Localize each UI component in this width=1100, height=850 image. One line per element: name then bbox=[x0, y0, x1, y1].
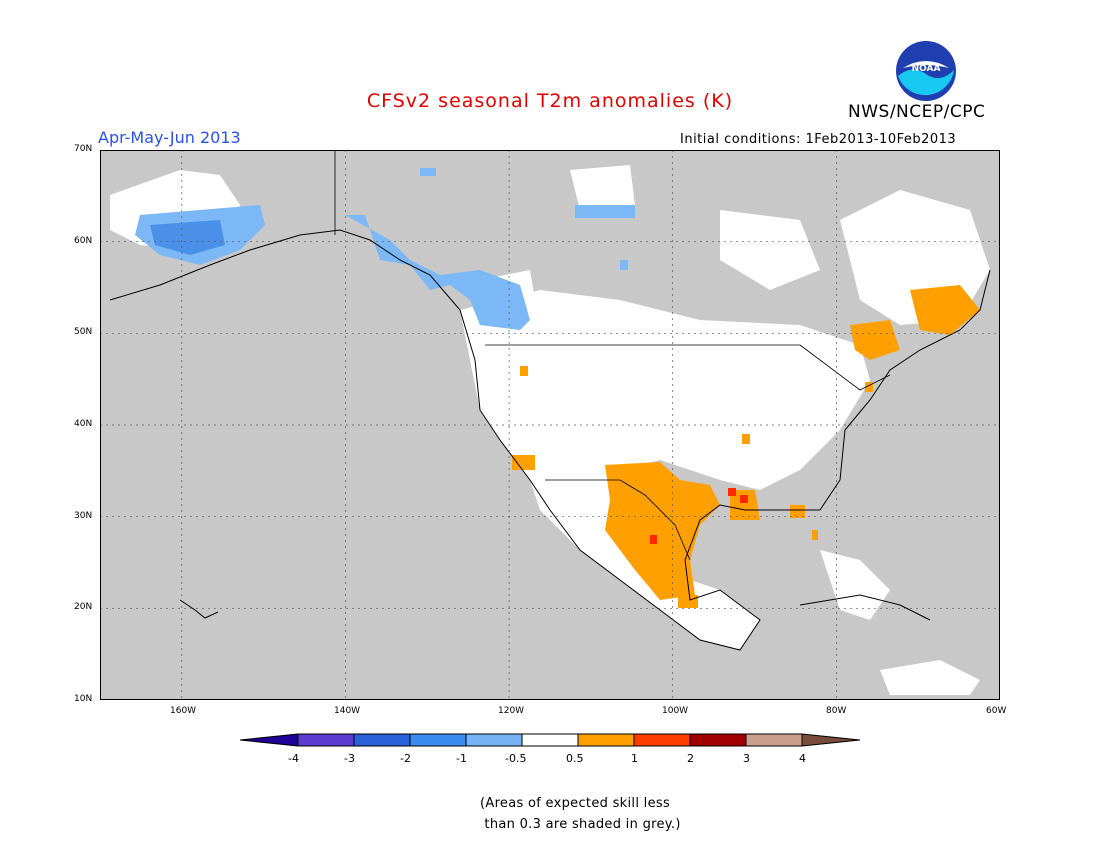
colorbar-swatch bbox=[298, 734, 354, 746]
logo-text: NOAA bbox=[912, 64, 941, 74]
noaa-logo-icon: NOAA bbox=[896, 41, 956, 101]
colorbar-label: 3 bbox=[743, 752, 750, 765]
warm-anomaly-regions bbox=[512, 285, 980, 608]
colorbar-swatch bbox=[634, 734, 690, 746]
colorbar-swatch bbox=[746, 734, 802, 746]
colorbar-label: 4 bbox=[799, 752, 806, 765]
lat-label: 10N bbox=[74, 694, 93, 704]
lon-label: 140W bbox=[334, 706, 361, 716]
agency-label: NWS/NCEP/CPC bbox=[848, 102, 986, 122]
colorbar-label: -4 bbox=[288, 752, 299, 765]
colorbar-label: 1 bbox=[631, 752, 638, 765]
lat-label: 70N bbox=[74, 144, 93, 154]
initial-conditions: Initial conditions: 1Feb2013-10Feb2013 bbox=[680, 132, 957, 147]
political-borders bbox=[334, 150, 891, 561]
colorbar-swatch bbox=[690, 734, 746, 746]
colorbar-label: -0.5 bbox=[505, 752, 527, 765]
chart-title: CFSv2 seasonal T2m anomalies (K) bbox=[366, 90, 734, 112]
colorbar-label: 2 bbox=[687, 752, 694, 765]
lat-label: 50N bbox=[74, 327, 93, 337]
colorbar-swatch bbox=[466, 734, 522, 746]
forecast-period: Apr-May-Jun 2013 bbox=[98, 128, 241, 147]
colorbar-swatch bbox=[578, 734, 634, 746]
anomaly-map bbox=[100, 150, 1000, 700]
lon-label: 160W bbox=[170, 706, 197, 716]
colorbar-label: -3 bbox=[344, 752, 355, 765]
lat-label: 30N bbox=[74, 511, 93, 521]
lat-label: 20N bbox=[74, 602, 93, 612]
lon-label: 100W bbox=[662, 706, 689, 716]
colorbar-label: -2 bbox=[400, 752, 411, 765]
colorbar-swatch bbox=[240, 734, 298, 746]
colorbar-swatch bbox=[522, 734, 578, 746]
colorbar-swatch bbox=[410, 734, 466, 746]
colorbar bbox=[240, 733, 860, 747]
lon-label: 60W bbox=[986, 706, 1007, 716]
colorbar-label: -1 bbox=[456, 752, 467, 765]
lat-label: 60N bbox=[74, 236, 93, 246]
colorbar-swatch bbox=[802, 734, 860, 746]
colorbar-swatch bbox=[354, 734, 410, 746]
colorbar-label: 0.5 bbox=[566, 752, 584, 765]
graticule bbox=[100, 150, 1000, 700]
lon-label: 120W bbox=[498, 706, 525, 716]
coastlines bbox=[109, 229, 991, 651]
lon-label: 80W bbox=[826, 706, 847, 716]
cold-anomaly-regions bbox=[135, 168, 635, 330]
lat-label: 40N bbox=[74, 419, 93, 429]
skill-note: (Areas of expected skill less than 0.3 a… bbox=[480, 796, 681, 832]
